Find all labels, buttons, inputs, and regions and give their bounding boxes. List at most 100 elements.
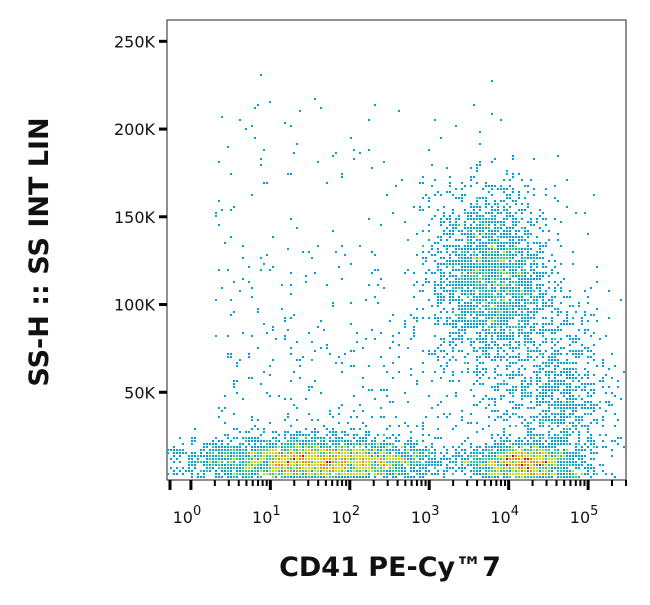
- event-point: [500, 347, 502, 349]
- event-point: [353, 149, 355, 151]
- event-point: [575, 338, 577, 340]
- event-point: [482, 227, 484, 229]
- event-point: [473, 404, 475, 406]
- event-point: [383, 461, 385, 463]
- event-point: [221, 446, 223, 448]
- event-point: [440, 269, 442, 271]
- event-point: [521, 290, 523, 292]
- event-point: [527, 287, 529, 289]
- event-point: [383, 449, 385, 451]
- event-point: [530, 431, 532, 433]
- event-point: [575, 389, 577, 391]
- event-point: [290, 476, 292, 478]
- event-point: [242, 473, 244, 475]
- event-point: [485, 341, 487, 343]
- event-point: [560, 461, 562, 463]
- event-point: [560, 413, 562, 415]
- event-point: [521, 308, 523, 310]
- event-point: [530, 287, 532, 289]
- event-point: [527, 236, 529, 238]
- event-point: [575, 341, 577, 343]
- event-point: [500, 443, 502, 445]
- event-point: [572, 323, 574, 325]
- event-point: [494, 470, 496, 472]
- event-point: [233, 281, 235, 283]
- event-point: [548, 377, 550, 379]
- event-point: [527, 422, 529, 424]
- event-point: [500, 326, 502, 328]
- event-point: [284, 320, 286, 322]
- event-point: [536, 464, 538, 466]
- event-point: [437, 296, 439, 298]
- event-point: [374, 446, 376, 448]
- event-point: [320, 392, 322, 394]
- event-point: [509, 281, 511, 283]
- event-point: [566, 359, 568, 361]
- event-point: [515, 287, 517, 289]
- event-point: [530, 452, 532, 454]
- event-point: [509, 308, 511, 310]
- event-point: [218, 161, 220, 163]
- event-point: [245, 458, 247, 460]
- event-point: [461, 326, 463, 328]
- event-point: [503, 269, 505, 271]
- event-point: [503, 302, 505, 304]
- event-point: [536, 221, 538, 223]
- event-point: [464, 440, 466, 442]
- event-point: [488, 260, 490, 262]
- event-point: [485, 206, 487, 208]
- event-point: [293, 473, 295, 475]
- event-point: [545, 329, 547, 331]
- event-point: [329, 461, 331, 463]
- event-point: [587, 347, 589, 349]
- event-point: [491, 185, 493, 187]
- event-point: [272, 467, 274, 469]
- event-point: [536, 242, 538, 244]
- event-point: [395, 416, 397, 418]
- event-point: [449, 263, 451, 265]
- event-point: [512, 371, 514, 373]
- event-point: [257, 464, 259, 466]
- event-point: [422, 350, 424, 352]
- event-point: [326, 452, 328, 454]
- event-point: [476, 230, 478, 232]
- event-point: [293, 437, 295, 439]
- event-point: [479, 218, 481, 220]
- event-point: [482, 230, 484, 232]
- event-point: [221, 476, 223, 478]
- event-point: [392, 401, 394, 403]
- event-point: [386, 194, 388, 196]
- event-point: [368, 119, 370, 121]
- event-point: [392, 470, 394, 472]
- event-point: [467, 227, 469, 229]
- event-point: [227, 353, 229, 355]
- event-point: [542, 299, 544, 301]
- event-point: [284, 443, 286, 445]
- event-point: [365, 440, 367, 442]
- event-point: [512, 254, 514, 256]
- event-point: [536, 356, 538, 358]
- event-point: [440, 350, 442, 352]
- event-point: [395, 470, 397, 472]
- event-point: [548, 359, 550, 361]
- event-point: [542, 251, 544, 253]
- event-point: [338, 470, 340, 472]
- event-point: [329, 467, 331, 469]
- event-point: [581, 464, 583, 466]
- event-point: [461, 287, 463, 289]
- event-point: [506, 302, 508, 304]
- event-point: [488, 455, 490, 457]
- event-point: [491, 458, 493, 460]
- event-point: [557, 470, 559, 472]
- event-point: [392, 212, 394, 214]
- event-point: [512, 374, 514, 376]
- event-point: [182, 452, 184, 454]
- event-point: [260, 383, 262, 385]
- event-point: [461, 314, 463, 316]
- event-point: [317, 464, 319, 466]
- event-point: [599, 338, 601, 340]
- event-point: [566, 473, 568, 475]
- event-point: [464, 311, 466, 313]
- event-point: [428, 353, 430, 355]
- event-point: [422, 440, 424, 442]
